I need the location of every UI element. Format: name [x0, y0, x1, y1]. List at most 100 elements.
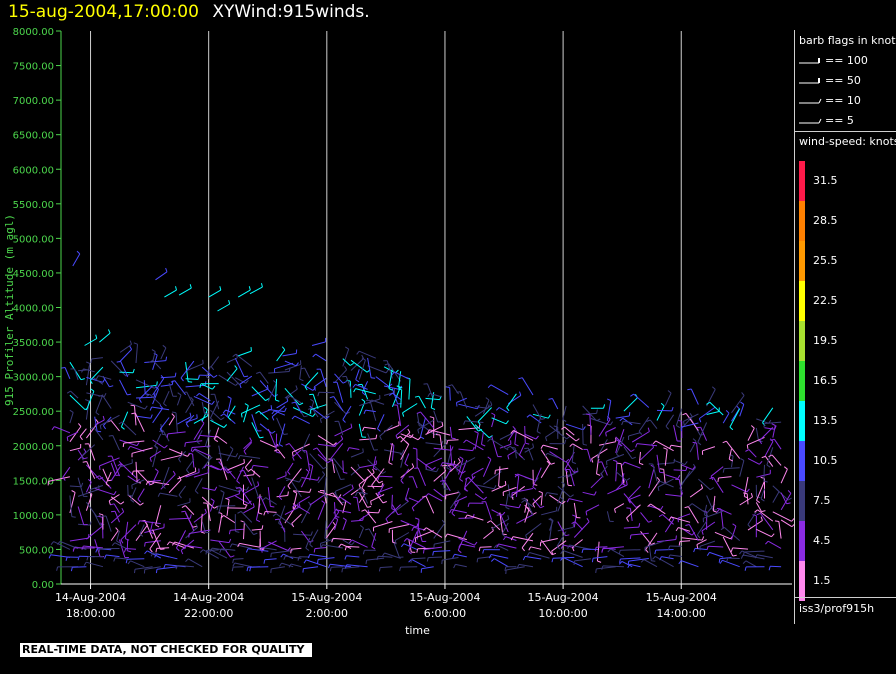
wind-barb — [446, 453, 451, 468]
wind-barb-flag — [526, 414, 531, 418]
wind-barb — [433, 410, 439, 423]
wind-barb — [85, 481, 92, 493]
wind-barb-flag — [257, 547, 261, 552]
wind-barb-flag — [228, 530, 231, 535]
wind-barb — [757, 509, 774, 522]
wind-barb — [367, 365, 387, 374]
wind-barb-flag — [596, 456, 601, 461]
wind-barb — [557, 485, 571, 498]
wind-barb — [339, 496, 352, 505]
wind-barb-flag — [239, 384, 242, 389]
wind-barb-flag — [220, 417, 225, 421]
wind-barb-flag — [104, 554, 107, 559]
wind-barb-flag — [210, 366, 215, 371]
wind-barb-flag — [309, 488, 312, 493]
wind-barb — [226, 398, 232, 417]
wind-barb — [655, 549, 674, 551]
y-tick-label: 4000.00 — [13, 304, 54, 315]
wind-barb — [549, 451, 567, 463]
wind-barb — [491, 518, 510, 530]
wind-barb — [408, 434, 419, 441]
wind-barb-flag — [626, 477, 631, 481]
wind-barb — [680, 560, 699, 568]
wind-barb — [114, 542, 128, 550]
colorbar-swatch — [799, 521, 805, 561]
wind-barb-flag — [166, 541, 171, 546]
wind-barb — [233, 558, 244, 560]
wind-barb — [640, 512, 649, 523]
wind-barb — [74, 368, 79, 381]
wind-barb-flag — [253, 532, 258, 536]
wind-barb-flag — [123, 548, 127, 553]
wind-barb-flag — [570, 494, 574, 498]
wind-barb-flag — [90, 388, 95, 392]
wind-barb-flag — [325, 415, 330, 420]
wind-barb-flag — [95, 548, 98, 553]
wind-barb — [425, 457, 443, 466]
wind-barb-flag — [701, 536, 705, 541]
wind-barb — [193, 472, 209, 478]
wind-barb — [665, 474, 678, 480]
wind-barb-flag — [232, 562, 236, 567]
wind-barb-flag — [157, 492, 161, 497]
wind-barb — [70, 390, 79, 399]
wind-barb — [719, 508, 732, 515]
wind-barb — [358, 492, 368, 508]
wind-barb — [780, 468, 788, 484]
wind-barb-flag — [148, 481, 151, 486]
wind-barb-flag — [204, 508, 207, 513]
wind-barb — [276, 400, 289, 409]
wind-barb — [655, 440, 674, 452]
wind-barb — [77, 449, 85, 460]
wind-barb-flag — [706, 552, 710, 556]
wind-barb-flag — [412, 447, 417, 450]
wind-barb-flag — [545, 437, 548, 442]
wind-barb-flag — [227, 416, 232, 421]
wind-barb — [264, 558, 277, 561]
wind-barb-flag — [519, 454, 523, 458]
wind-barb — [186, 391, 195, 407]
wind-barb — [149, 521, 154, 533]
wind-barb-flag — [308, 463, 314, 467]
wind-barb — [217, 303, 230, 312]
wind-barb — [540, 538, 558, 543]
wind-barb — [152, 439, 165, 449]
wind-barb-flag — [155, 548, 158, 553]
wind-barb — [135, 469, 151, 486]
wind-barb — [485, 501, 493, 520]
wind-barb — [615, 441, 620, 454]
wind-barb-flag — [521, 499, 525, 504]
wind-barb — [86, 525, 103, 540]
wind-barb — [589, 414, 592, 435]
wind-barb — [474, 493, 484, 501]
wind-barb — [756, 418, 769, 424]
wind-barb-flag — [561, 481, 565, 485]
wind-barb-flag — [188, 452, 193, 455]
wind-barb-flag — [658, 514, 663, 518]
wind-barb — [394, 532, 410, 541]
wind-barb-flag — [79, 436, 83, 441]
wind-barb-flag — [405, 498, 409, 502]
wind-barb — [72, 253, 81, 267]
wind-barb — [367, 459, 383, 474]
wind-barb-flag — [457, 458, 461, 463]
wind-barb — [454, 553, 467, 558]
wind-barb — [334, 438, 344, 447]
wind-barb — [524, 425, 526, 444]
wind-barb-flag — [303, 415, 308, 418]
wind-barb — [491, 484, 507, 492]
wind-barb-flag — [232, 559, 234, 564]
wind-barb — [665, 414, 675, 427]
wind-barb — [318, 391, 335, 394]
colorbar-label: 16.5 — [813, 374, 838, 387]
wind-barb — [503, 486, 517, 493]
wind-barb — [601, 461, 608, 476]
wind-barb — [648, 480, 661, 497]
wind-barb — [772, 511, 792, 522]
wind-barb — [112, 435, 120, 451]
wind-barb — [521, 377, 534, 396]
wind-barb-flag — [327, 460, 332, 464]
wind-barb-flag — [581, 548, 584, 554]
wind-barb — [164, 289, 177, 298]
wind-barb — [375, 376, 390, 387]
